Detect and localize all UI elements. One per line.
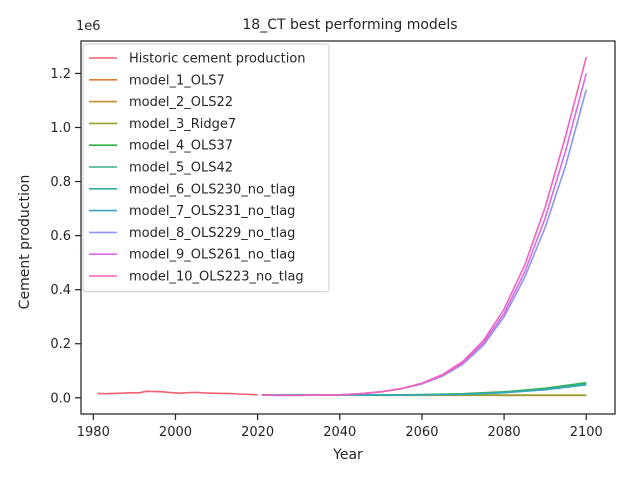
series-line-1 [97,390,258,396]
y-tick-label: 0.8 [50,175,71,190]
legend-entry: model_9_OLS261_no_tlag [129,248,295,263]
series-line-11 [261,57,588,397]
x-tick-label: 1980 [77,425,110,440]
legend-entry: model_3_Ridge7 [129,117,236,132]
legend-entry: Historic cement production [129,52,306,67]
plot-lines [97,57,588,397]
chart-title: 18_CT best performing models [242,17,457,33]
y-tick-label: 1.0 [50,121,71,136]
x-tick-label: 2040 [323,425,356,440]
x-tick-label: 2000 [159,425,192,440]
x-axis-label: Year [332,447,363,463]
legend-entry: model_4_OLS37 [129,139,233,154]
y-axis-ticks: 0.0 0.2 0.4 0.6 0.8 1.0 1.2 [50,67,81,406]
legend: Historic cement production model_1_OLS7mo… [82,43,330,293]
legend-entry: model_7_OLS231_no_tlag [129,204,295,219]
y-axis-offset-label: 1e6 [76,19,101,34]
x-tick-label: 2100 [570,425,603,440]
x-tick-label: 2020 [241,425,274,440]
axes-frame [80,40,616,415]
y-tick-label: 1.2 [50,67,71,82]
legend-entry: model_8_OLS229_no_tlag [129,226,295,241]
legend-entry: model_5_OLS42 [129,161,233,176]
x-tick-label: 2080 [488,425,521,440]
legend-box [82,43,330,293]
y-tick-label: 0.6 [50,229,71,244]
y-tick-label: 0.2 [50,337,71,352]
legend-entry: model_6_OLS230_no_tlag [129,182,295,197]
legend-entry: model_10_OLS223_no_tlag [129,270,304,285]
y-tick-label: 0.4 [50,283,71,298]
x-tick-label: 2060 [405,425,438,440]
y-axis-label: Cement production [17,175,33,310]
y-tick-label: 0.0 [50,391,71,406]
legend-entry: model_2_OLS22 [129,95,233,110]
legend-entry: model_1_OLS7 [129,73,225,88]
x-axis-ticks: 1980 2000 2020 2040 2060 2080 2100 [77,414,603,440]
